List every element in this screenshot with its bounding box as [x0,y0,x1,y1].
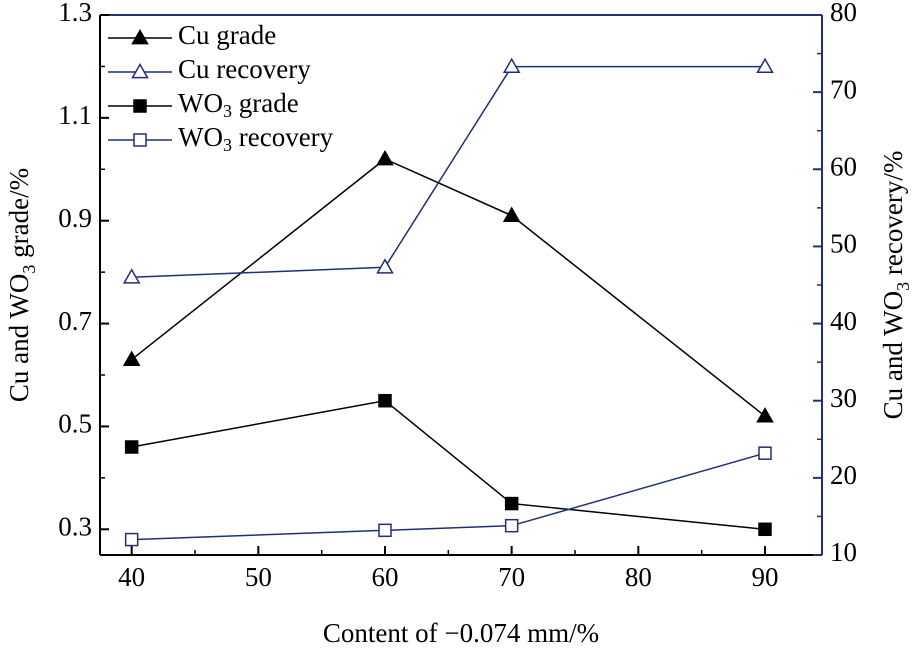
y-axis-left-title: Cu and WO3 grade/% [4,168,39,402]
legend-marker [131,28,149,45]
data-point-cu_recovery [502,57,521,74]
legend-label-text: WO [178,122,223,152]
legend-item-wo3_recovery: WO3 recovery [108,122,334,155]
bottom-tick-label: 40 [118,562,145,592]
y-axis-right-title: Cu and WO3 recovery/% [878,151,913,420]
series-line-wo3_recovery [131,452,766,541]
legend-label-text-end: recovery [232,122,334,152]
right-tick-label: 40 [830,306,857,336]
bottom-tick-label: 60 [372,562,399,592]
y-axis-right-title-text-end: recovery/% [878,151,908,282]
data-point-cu_recovery [756,57,774,74]
series-cu_grade [122,149,774,423]
data-point-wo3_recovery [124,532,139,547]
bottom-tick-label: 80 [625,562,652,592]
legend-marker [133,133,147,147]
legend-label-subscript: 3 [223,101,232,121]
y-axis-right-title-subscript: 3 [893,282,913,291]
legend-label: Cu grade [178,20,276,50]
legend-label-subscript: 3 [223,135,232,155]
left-tick-label: 0.3 [58,511,92,541]
data-point-cu_grade [756,407,774,423]
right-tick-label: 50 [830,229,857,259]
right-tick-label: 30 [830,383,857,413]
legend-item-wo3_grade: WO3 grade [108,88,299,121]
bottom-tick-label: 90 [752,562,779,592]
y-axis-left-title-text-end: grade/% [4,168,34,265]
data-point-wo3_grade [378,393,392,408]
right-tick-label: 80 [830,0,857,27]
legend-label: WO3 grade [178,88,299,121]
series-wo3_recovery [124,446,772,547]
legend-label-text: WO [178,88,223,118]
y-axis-right-title-text: Cu and WO [878,291,908,420]
series-line-cu_recovery [131,65,765,279]
series-wo3_grade [124,393,772,537]
legend-label: Cu recovery [178,54,311,84]
data-point-wo3_recovery [378,523,392,538]
bottom-tick-label: 50 [245,562,272,592]
y-axis-left-title-text: Cu and WO [4,274,34,403]
data-point-cu_grade [376,149,394,166]
data-point-wo3_grade [124,440,139,454]
data-point-wo3_grade [758,522,772,537]
data-point-wo3_recovery [758,446,772,460]
right-tick-label: 70 [830,74,857,104]
legend-item-cu_recovery: Cu recovery [108,54,311,84]
data-point-cu_recovery [122,268,141,284]
data-point-wo3_grade [504,496,519,511]
data-point-cu_grade [122,350,141,366]
right-tick-label: 20 [830,460,857,490]
legend-marker [133,99,147,113]
left-tick-label: 1.1 [58,100,92,130]
legend-label-text: Cu recovery [178,54,311,84]
data-point-cu_recovery [376,258,394,274]
data-point-wo3_recovery [504,518,519,533]
left-tick-label: 0.9 [58,203,92,233]
legend-marker [131,62,149,79]
x-axis-title: Content of −0.074 mm/% [323,618,599,648]
y-axis-left-title-subscript: 3 [19,265,39,274]
legend-label-text: Cu grade [178,20,276,50]
legend-item-cu_grade: Cu grade [108,20,276,50]
series-line-wo3_grade [131,399,766,531]
left-tick-label: 1.3 [58,0,92,27]
right-tick-label: 60 [830,151,857,181]
series-cu_recovery [122,57,774,284]
left-tick-label: 0.7 [58,306,92,336]
left-tick-label: 0.5 [58,409,92,439]
bottom-tick-label: 70 [498,562,525,592]
series-line-cu_grade [131,158,766,417]
legend-label-text-end: grade [232,88,299,118]
legend-label: WO3 recovery [178,122,334,155]
right-tick-label: 10 [830,537,857,567]
data-point-cu_grade [502,206,521,222]
